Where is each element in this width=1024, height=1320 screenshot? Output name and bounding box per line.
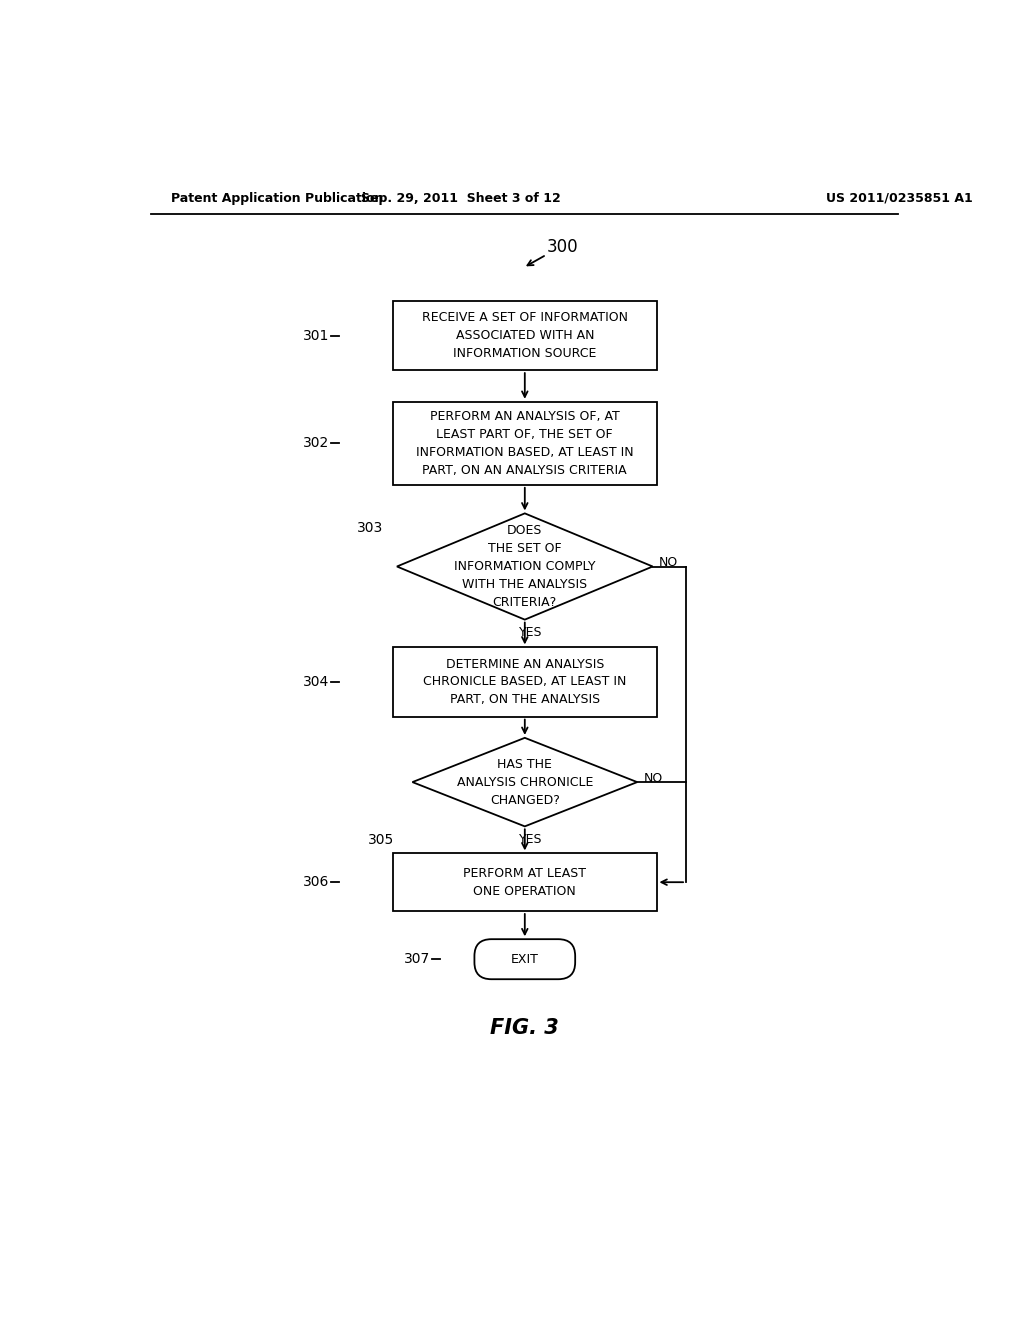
Text: DETERMINE AN ANALYSIS
CHRONICLE BASED, AT LEAST IN
PART, ON THE ANALYSIS: DETERMINE AN ANALYSIS CHRONICLE BASED, A… [423,657,627,706]
Text: YES: YES [519,833,543,846]
Polygon shape [413,738,637,826]
Text: Patent Application Publication: Patent Application Publication [171,191,383,205]
Text: 300: 300 [546,238,578,256]
Text: NO: NO [658,556,678,569]
Text: 305: 305 [369,833,394,846]
Text: DOES
THE SET OF
INFORMATION COMPLY
WITH THE ANALYSIS
CRITERIA?: DOES THE SET OF INFORMATION COMPLY WITH … [454,524,596,609]
FancyBboxPatch shape [393,301,656,370]
Text: Sep. 29, 2011  Sheet 3 of 12: Sep. 29, 2011 Sheet 3 of 12 [361,191,561,205]
Text: 303: 303 [356,521,383,535]
Text: 307: 307 [404,952,430,966]
Text: US 2011/0235851 A1: US 2011/0235851 A1 [825,191,972,205]
Text: YES: YES [519,626,543,639]
Text: NO: NO [643,772,663,785]
Text: EXIT: EXIT [511,953,539,966]
Text: 306: 306 [303,875,330,890]
FancyBboxPatch shape [474,940,575,979]
FancyBboxPatch shape [393,853,656,911]
FancyBboxPatch shape [393,401,656,484]
Text: PERFORM AN ANALYSIS OF, AT
LEAST PART OF, THE SET OF
INFORMATION BASED, AT LEAST: PERFORM AN ANALYSIS OF, AT LEAST PART OF… [416,409,634,477]
Text: 301: 301 [303,329,330,342]
Text: HAS THE
ANALYSIS CHRONICLE
CHANGED?: HAS THE ANALYSIS CHRONICLE CHANGED? [457,758,593,807]
Text: FIG. 3: FIG. 3 [490,1019,559,1039]
Text: 304: 304 [303,675,330,689]
Text: 302: 302 [303,437,330,450]
Polygon shape [397,513,652,619]
Text: RECEIVE A SET OF INFORMATION
ASSOCIATED WITH AN
INFORMATION SOURCE: RECEIVE A SET OF INFORMATION ASSOCIATED … [422,312,628,360]
Text: PERFORM AT LEAST
ONE OPERATION: PERFORM AT LEAST ONE OPERATION [463,867,587,898]
FancyBboxPatch shape [393,647,656,717]
